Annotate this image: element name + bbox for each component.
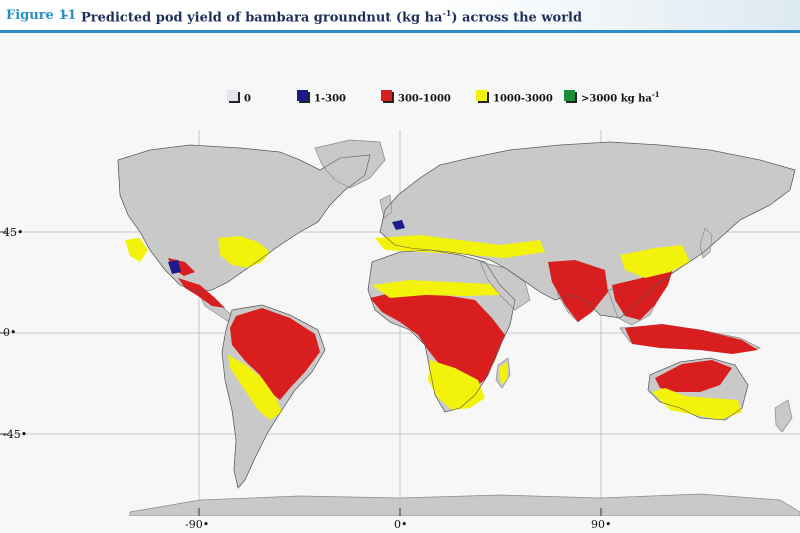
yellow-eastern-us <box>218 236 270 268</box>
figure-title: Predicted pod yield of bambara groundnut… <box>81 8 582 25</box>
figure-title-end: ) across the world <box>451 10 583 26</box>
tick-marks <box>0 231 602 516</box>
yellow-sahel <box>372 280 500 298</box>
legend-label-0: 0 <box>244 93 251 105</box>
figure-title-main: Predicted pod yield of bambara groundnut… <box>81 10 443 26</box>
figure-separator: - <box>63 8 69 23</box>
coast-australia <box>647 357 749 421</box>
figure-label: Figure 11 <box>6 8 77 23</box>
red-india <box>548 260 608 322</box>
world-yield-map <box>0 130 800 516</box>
yellow-australia-south <box>652 388 742 420</box>
yellow-china <box>620 245 690 278</box>
yellow-west-us <box>125 238 148 262</box>
yellow-southern-south-america <box>228 355 282 420</box>
legend-swatch-2 <box>381 90 392 101</box>
lat-tick-label-0: 0• <box>3 326 17 339</box>
landmass-japan <box>699 227 713 259</box>
lat-tick-label-45: 45• <box>3 226 24 239</box>
red-central-america <box>178 278 225 308</box>
header-rule <box>0 30 800 33</box>
yield-300-1000 <box>168 258 758 400</box>
legend-swatch-0 <box>227 90 238 101</box>
legend-swatch-4 <box>564 90 575 101</box>
lat-tick-label-minus45: -45• <box>3 428 28 441</box>
legend-label-2: 300-1000 <box>398 93 451 105</box>
figure-title-sup: -1 <box>442 8 452 18</box>
legend-swatch-1 <box>297 90 308 101</box>
red-australia <box>655 360 732 392</box>
blue-southwest-us <box>168 260 181 274</box>
lon-tick-label-90: 90• <box>591 518 612 531</box>
legend: 0 1-300 300-1000 1000-3000 >3000 kg ha-1 <box>0 89 800 105</box>
coast-north-america <box>117 144 371 293</box>
landmass-british-isles <box>379 194 393 219</box>
legend-swatch-3 <box>476 90 487 101</box>
coastline-outlines <box>117 141 796 489</box>
legend-label-3: 1000-3000 <box>493 93 553 105</box>
yield-1-300 <box>168 220 405 274</box>
red-south-america <box>230 308 320 400</box>
red-africa <box>370 292 505 390</box>
legend-label-4: >3000 kg ha-1 <box>581 90 660 105</box>
landmass-antarctica <box>129 493 800 516</box>
lon-tick-label-minus90: -90• <box>185 518 210 531</box>
landmass-new-zealand <box>774 399 793 433</box>
red-indonesia <box>625 324 758 354</box>
yellow-madagascar <box>499 362 508 385</box>
yellow-mediterranean <box>375 235 545 258</box>
coast-south-america <box>221 304 326 489</box>
figure-header: Figure 11 - Predicted pod yield of bamba… <box>0 0 800 30</box>
coast-africa <box>367 249 516 413</box>
yield-1000-3000 <box>125 235 742 420</box>
legend-label-1: 1-300 <box>314 93 346 105</box>
lon-tick-label-0: 0• <box>394 518 408 531</box>
yellow-southern-africa <box>428 360 485 410</box>
blue-europe <box>392 220 405 230</box>
landmass-greenland <box>314 139 386 189</box>
coast-eurasia <box>379 141 796 319</box>
